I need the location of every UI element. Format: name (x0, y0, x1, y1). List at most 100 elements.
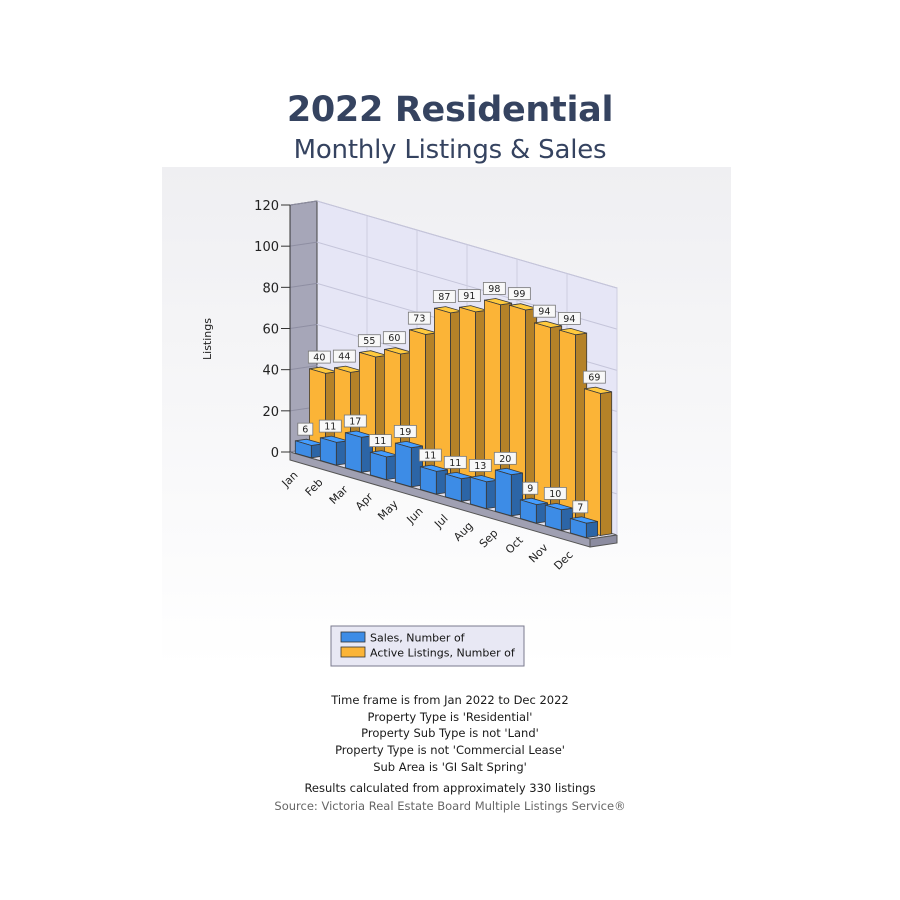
listing-value-label-jul: 91 (463, 291, 475, 302)
sales-value-label-aug-box (468, 459, 492, 472)
listing-value-label-apr-box (382, 331, 406, 345)
legend-swatch-1 (340, 646, 366, 658)
sales-bar-feb-front (319, 437, 337, 466)
sales-value-label-sep: 20 (499, 454, 511, 465)
results-note: Results calculated from approximately 33… (304, 781, 596, 795)
sales-bar-nov-front (544, 504, 562, 531)
sales-bar-may-front (394, 442, 412, 488)
gridline-wall (289, 365, 318, 371)
y-tick-label: 60 (262, 323, 279, 338)
sales-bar-dec-front (569, 517, 587, 539)
sales-value-label-jan: 6 (302, 425, 308, 436)
listing-value-label-jun: 87 (438, 292, 450, 303)
sales-bar-mar-front (344, 432, 362, 473)
filter-line-2: Property Type is 'Residential' (367, 710, 533, 724)
sales-bar-apr-front (369, 451, 387, 481)
x-tick-label-sep: Sep (477, 527, 501, 551)
y-tick-label: 40 (262, 364, 279, 379)
sales-bar-dec (569, 516, 598, 539)
gridline-wall (289, 282, 318, 288)
x-tick-label-feb: Feb (303, 476, 326, 499)
sales-bar-feb (319, 435, 349, 466)
sales-value-label-sep-box (493, 451, 517, 465)
source-note: Source: Victoria Real Estate Board Multi… (274, 799, 626, 813)
filter-line-4: Property Type is not 'Commercial Lease' (335, 743, 565, 757)
x-tick-label-oct: Oct (503, 533, 526, 556)
listing-value-label-aug: 98 (488, 284, 500, 295)
x-tick-label-jan: Jan (279, 469, 301, 491)
listing-value-label-jun-box (432, 290, 456, 304)
sales-value-label-apr-box (368, 434, 392, 448)
listing-value-label-dec: 69 (588, 373, 600, 384)
sales-bar-jun (419, 464, 449, 495)
listing-value-label-sep-box (507, 287, 531, 301)
y-tick-label: 80 (262, 281, 279, 296)
sales-value-label-jun-box (418, 448, 442, 462)
listing-bar-dec (584, 386, 613, 537)
sales-bar-jun-front (419, 466, 437, 495)
listing-value-label-jan-box (307, 350, 331, 364)
sales-bar-mar (344, 430, 374, 473)
listing-value-label-nov: 94 (563, 314, 575, 325)
chart-subtitle: Monthly Listings & Sales (293, 135, 607, 165)
legend-swatch-0 (340, 631, 366, 643)
sales-value-label-may-box (393, 424, 417, 438)
listing-value-label-feb-box (332, 349, 356, 363)
sales-value-label-mar: 17 (349, 417, 361, 428)
x-tick-label-nov: Nov (526, 541, 551, 566)
y-tick-label: 120 (254, 199, 279, 214)
listing-value-label-may: 73 (413, 314, 425, 325)
listing-value-label-mar-box (357, 334, 381, 348)
y-axis-label: Listings (201, 318, 214, 360)
filter-line-3: Property Sub Type is not 'Land' (361, 726, 539, 740)
x-tick-label-jun: Jun (404, 505, 426, 527)
gridline-wall (289, 200, 318, 206)
x-tick-label-aug: Aug (451, 519, 475, 543)
filter-line-5: Sub Area is 'GI Salt Spring' (373, 760, 527, 774)
listing-bar-dec-front (584, 388, 601, 537)
legend-label-1: Active Listings, Number of (370, 647, 516, 660)
sales-value-label-dec-box (572, 500, 589, 514)
sales-bar-aug-front (469, 476, 487, 510)
sales-bar-apr (369, 450, 399, 481)
x-tick-label-apr: Apr (353, 490, 376, 513)
sales-value-label-dec: 7 (577, 502, 583, 513)
listing-bar-jun (433, 306, 463, 493)
listing-bar-oct (534, 320, 563, 522)
sales-value-label-nov-box (543, 487, 567, 500)
sales-value-label-jun: 11 (424, 451, 436, 462)
sales-bar-oct-front (519, 499, 537, 524)
sales-value-label-oct: 9 (527, 484, 533, 495)
listing-value-label-oct-box (532, 304, 556, 318)
listing-value-label-dec-box (582, 370, 606, 384)
listing-value-label-sep: 99 (513, 289, 525, 300)
listing-value-label-nov-box (557, 312, 581, 325)
filter-line-1: Time frame is from Jan 2022 to Dec 2022 (331, 693, 569, 707)
listing-value-label-jul-box (457, 289, 481, 303)
sales-value-label-mar-box (343, 414, 367, 428)
x-tick-label-dec: Dec (551, 548, 575, 572)
legend-label-0: Sales, Number of (370, 632, 466, 645)
sales-bar-may (394, 440, 424, 488)
listing-value-label-jan: 40 (313, 353, 325, 364)
chart-title: 2022 Residential (286, 90, 614, 130)
sales-bar-oct (519, 497, 548, 524)
sales-bar-jan-front (294, 440, 312, 459)
sales-value-label-may: 19 (399, 427, 411, 438)
sales-value-label-aug: 13 (474, 461, 486, 472)
sales-value-label-nov: 10 (549, 489, 561, 500)
sales-bar-sep (494, 467, 523, 517)
y-tick-label: 100 (254, 240, 279, 255)
listing-value-label-mar: 55 (363, 336, 375, 347)
listing-value-label-apr: 60 (388, 333, 400, 344)
listing-value-label-aug-box (482, 282, 506, 295)
sales-value-label-jul-box (443, 455, 467, 469)
sales-value-label-feb: 11 (324, 422, 336, 433)
chart-legend: Sales, Number of Active Listings, Number … (330, 625, 525, 667)
floor-edge-side (589, 534, 618, 548)
listing-value-label-oct: 94 (538, 307, 550, 318)
chart-bars (294, 298, 613, 539)
sales-bar-aug (469, 475, 499, 510)
x-tick-label-jul: Jul (431, 512, 450, 531)
